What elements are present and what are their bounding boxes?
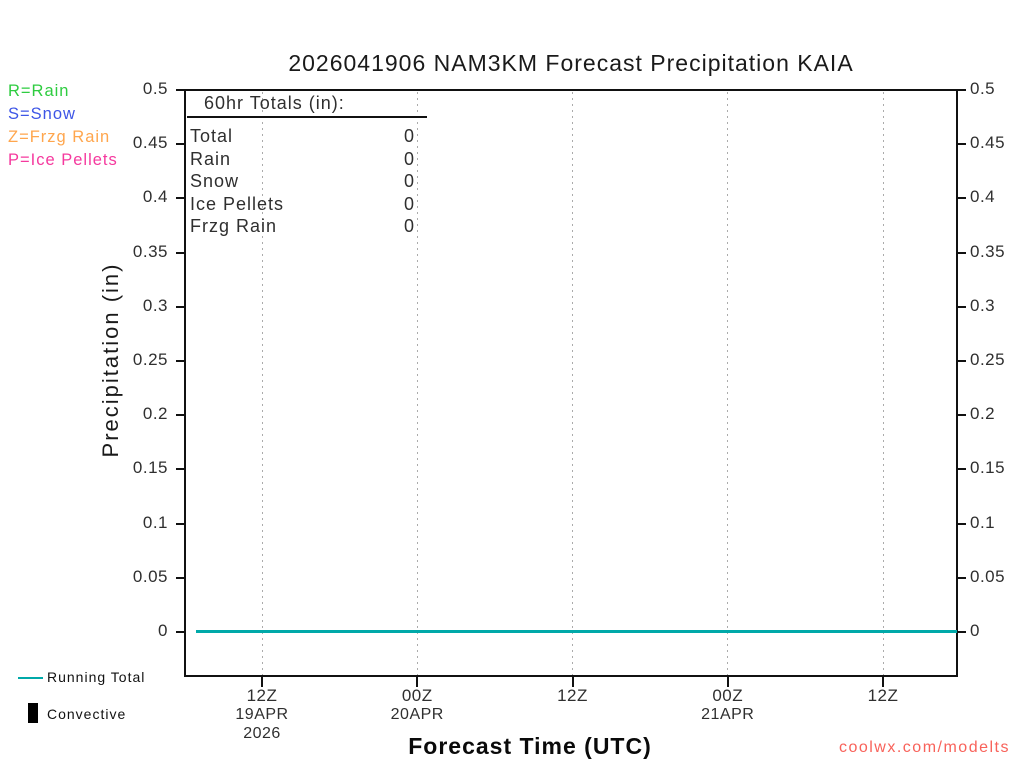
x-gridline: [727, 92, 729, 675]
y-tick-label: 0.5: [142, 79, 168, 98]
y-tick-mark: [957, 631, 966, 633]
y-tick-label: 0.35: [970, 241, 1006, 261]
convective-legend-swatch: [28, 703, 38, 723]
totals-row-value: 0: [403, 193, 415, 214]
x-gridline: [416, 92, 418, 675]
y-tick-mark: [957, 468, 966, 471]
convective-legend-label: Convective: [47, 706, 127, 722]
y-tick-mark: [176, 414, 185, 417]
y-tick-label: 0.05: [970, 566, 1006, 586]
running-total-line: [196, 630, 957, 633]
totals-row-label: Frzg Rain: [190, 216, 278, 236]
y-tick-mark: [176, 305, 185, 308]
y-tick-label: 0.45: [970, 133, 1006, 153]
y-tick-mark: [176, 522, 185, 525]
y-tick-mark: [176, 197, 185, 200]
totals-row-label: Total: [190, 126, 234, 146]
y-tick-label: 0.3: [142, 295, 168, 315]
totals-row-value: 0: [403, 148, 415, 169]
totals-row-snow: Snow 0: [190, 170, 415, 193]
totals-box-title: 60hr Totals (in):: [204, 93, 345, 113]
totals-row-ice-pellets: Ice Pellets 0: [190, 193, 415, 216]
y-tick-mark: [957, 414, 966, 417]
x-tick-label: 12Z: [246, 686, 278, 705]
y-tick-label: 0.3: [970, 295, 996, 315]
y-tick-label: 0.4: [142, 187, 168, 207]
y-tick-mark: [176, 143, 185, 146]
y-tick-label: 0.2: [142, 404, 168, 424]
y-tick-mark: [957, 305, 966, 308]
y-tick-label: 0.15: [132, 458, 168, 478]
totals-row-rain: Rain 0: [190, 148, 415, 171]
chart-title: 2026041906 NAM3KM Forecast Precipitation…: [288, 50, 854, 76]
x-gridline: [261, 92, 263, 675]
y-tick-mark: [176, 360, 185, 362]
y-tick-label: 0.35: [132, 241, 168, 261]
x-tick-mark: [416, 677, 419, 687]
y-tick-label: 0.4: [970, 187, 996, 207]
y-tick-mark: [957, 360, 966, 362]
x-tick-label: 00Z: [712, 686, 744, 705]
x-tick-mark: [882, 677, 884, 687]
totals-row-value: 0: [403, 216, 415, 236]
y-tick-label: 0.1: [142, 512, 168, 532]
y-tick-label: 0.25: [132, 350, 168, 369]
x-tick-date: 20APR: [390, 706, 444, 723]
totals-row-label: Snow: [190, 171, 240, 191]
totals-row-value: 0: [403, 126, 415, 146]
totals-row-value: 0: [403, 171, 415, 191]
y-tick-label: 0: [158, 621, 168, 640]
y-tick-label: 0: [970, 621, 980, 640]
y-tick-mark: [957, 197, 966, 200]
y-tick-mark: [176, 251, 185, 254]
legend-item-ice-pellets: P=Ice Pellets: [8, 151, 118, 169]
totals-row-label: Ice Pellets: [190, 193, 285, 214]
y-tick-mark: [176, 89, 185, 91]
totals-row-total: Total 0: [190, 125, 415, 148]
watermark-link: coolwx.com/modelts: [838, 739, 1010, 756]
y-tick-label: 0.15: [970, 458, 1006, 478]
plot-frame: [184, 89, 958, 677]
running-total-legend-label: Running Total: [47, 669, 146, 685]
y-tick-mark: [957, 251, 966, 254]
running-total-legend-line: [18, 677, 43, 679]
x-tick-mark: [571, 677, 574, 687]
x-tick-date: 19APR: [235, 706, 289, 723]
y-tick-label: 0.45: [132, 133, 168, 153]
totals-box-underline: [187, 116, 427, 118]
totals-row-frzg-rain: Frzg Rain 0: [190, 215, 415, 238]
x-tick-year: 2026: [243, 725, 281, 742]
legend-item-rain: R=Rain: [8, 82, 70, 100]
y-tick-mark: [957, 576, 966, 579]
legend-item-frzg-rain: Z=Frzg Rain: [8, 128, 111, 146]
x-gridline: [572, 92, 573, 675]
y-tick-label: 0.05: [132, 566, 168, 586]
y-tick-mark: [957, 143, 966, 146]
x-tick-mark: [726, 677, 729, 687]
y-tick-label: 0.5: [970, 79, 996, 98]
totals-box: Total 0 Rain 0 Snow 0 Ice Pellets 0 Frzg…: [190, 125, 415, 238]
y-tick-label: 0.1: [970, 512, 996, 532]
y-tick-label: 0.25: [970, 350, 1006, 369]
y-tick-label: 0.2: [970, 404, 996, 424]
totals-row-label: Rain: [190, 148, 232, 169]
y-tick-mark: [957, 89, 966, 91]
y-tick-mark: [176, 576, 185, 579]
x-tick-label: 12Z: [867, 686, 899, 705]
x-gridline: [882, 92, 884, 675]
y-tick-mark: [957, 522, 966, 525]
x-tick-label: 12Z: [557, 686, 588, 705]
x-tick-label: 00Z: [401, 686, 433, 705]
x-axis-title: Forecast Time (UTC): [408, 733, 652, 759]
x-tick-date: 21APR: [701, 706, 755, 723]
legend-item-snow: S=Snow: [8, 105, 76, 123]
y-tick-mark: [176, 468, 185, 471]
y-tick-mark: [176, 631, 185, 633]
x-tick-mark: [261, 677, 263, 687]
